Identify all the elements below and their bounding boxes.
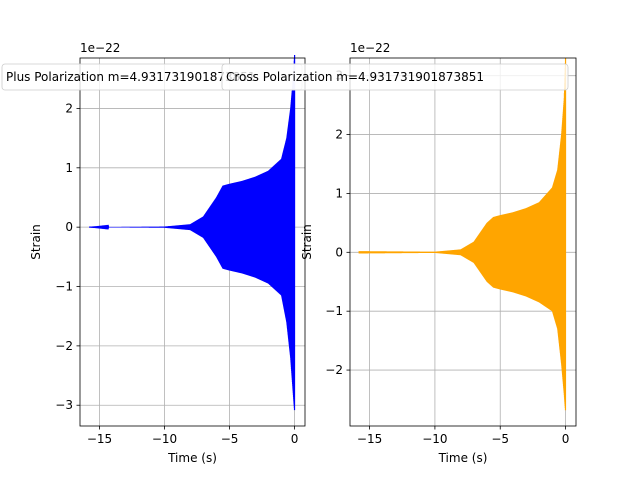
y-tick-label: 1 [65,161,73,175]
waveform-series-line [358,57,567,411]
y-offset-label: 1e−22 [350,41,390,55]
y-tick-label: 0 [65,220,73,234]
x-tick-label: −15 [87,432,112,446]
x-tick-label: 0 [291,432,299,446]
x-tick-label: 0 [562,432,570,446]
legend-label: Plus Polarization m=4.931731901873851 [6,70,256,84]
y-tick-label: −2 [55,339,73,353]
x-tick-label: −15 [357,432,382,446]
y-axis-label: Strain [300,224,314,260]
y-tick-label: 2 [335,128,343,142]
axes-frame [349,57,577,427]
x-tick-label: −10 [422,432,447,446]
x-axis-label: Time (s) [167,451,217,465]
y-tick-label: 1 [335,186,343,200]
y-tick-label: −1 [55,280,73,294]
axes-frame [79,57,306,427]
y-tick-label: −2 [325,363,343,377]
y-tick-label: −3 [55,398,73,412]
legend: Cross Polarization m=4.931731901873851 [221,63,569,91]
y-tick-label: 0 [335,245,343,259]
x-tick-label: −5 [221,432,239,446]
x-axis-label: Time (s) [438,451,488,465]
y-axis-label: Strain [29,224,43,260]
waveform-series-line [89,55,296,411]
legend-box [221,63,569,91]
y-tick-label: −1 [325,304,343,318]
x-tick-label: −5 [491,432,509,446]
y-tick-label: 2 [65,101,73,115]
x-tick-label: −10 [152,432,177,446]
legend-label: Cross Polarization m=4.931731901873851 [226,70,484,84]
y-offset-label: 1e−22 [80,41,120,55]
